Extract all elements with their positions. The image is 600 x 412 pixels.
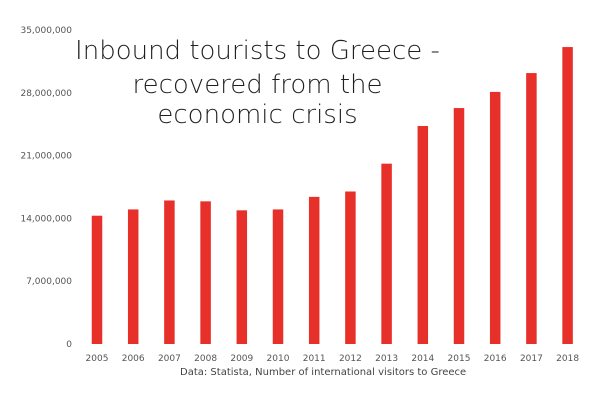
x-tick-label: 2016 <box>484 354 507 364</box>
bar-2014 <box>417 125 429 345</box>
bar-2005 <box>91 215 103 344</box>
bar-2010 <box>272 209 284 344</box>
x-tick-label: 2005 <box>86 354 109 364</box>
x-tick-label: 2017 <box>520 354 543 364</box>
bar-2017 <box>526 73 537 344</box>
x-tick-label: 2012 <box>339 354 362 364</box>
bar-2007 <box>164 200 175 344</box>
x-tick-label: 2007 <box>158 354 181 364</box>
bar-2016 <box>489 91 501 345</box>
bar-2009 <box>236 210 248 344</box>
y-tick-label: 7,000,000 <box>26 277 72 287</box>
bar-2013 <box>381 163 392 344</box>
bar-2012 <box>345 191 356 344</box>
x-tick-label: 2018 <box>556 354 579 364</box>
chart-source-caption: Data: Statista, Number of international … <box>180 367 467 378</box>
y-tick-label: 21,000,000 <box>20 152 72 162</box>
bar-2008 <box>200 201 211 344</box>
x-tick-label: 2009 <box>230 354 253 364</box>
x-tick-label: 2011 <box>303 354 326 364</box>
bar-2018 <box>562 47 573 345</box>
x-tick-label: 2013 <box>375 354 398 364</box>
x-tick-label: 2008 <box>194 354 217 364</box>
y-axis: 0 7,000,000 14,000,000 21,000,000 28,000,000… <box>20 26 72 350</box>
chart-title-line1: Inbound tourists to Greece - <box>75 36 440 66</box>
x-tick-label: 2014 <box>411 354 434 364</box>
y-tick-label: 0 <box>66 340 72 350</box>
y-tick-label: 14,000,000 <box>20 214 72 224</box>
y-tick-label: 35,000,000 <box>20 26 72 36</box>
x-tick-label: 2015 <box>448 354 471 364</box>
x-tick-label: 2006 <box>122 354 145 364</box>
x-axis: 2005 2006 2007 2008 2009 2010 2011 2012 2013 2014… <box>86 354 580 364</box>
bar-2011 <box>308 196 320 344</box>
bars-group <box>91 47 573 345</box>
x-tick-label: 2010 <box>267 354 290 364</box>
y-tick-label: 28,000,000 <box>20 89 72 99</box>
bar-2015 <box>453 108 465 344</box>
chart-title-line2: recovered from the economic crisis <box>132 70 383 130</box>
bar-2006 <box>127 209 139 344</box>
